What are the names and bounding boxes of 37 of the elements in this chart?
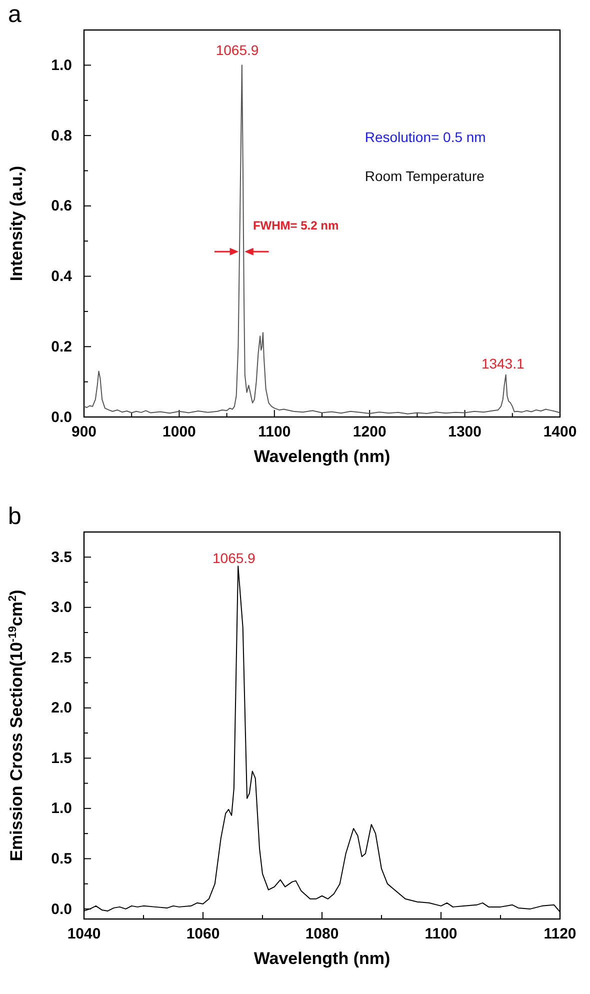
x-axis-title: Wavelength (nm) xyxy=(254,949,390,968)
y-tick-label: 0.8 xyxy=(51,127,72,144)
x-axis-title: Wavelength (nm) xyxy=(254,447,390,466)
x-tick-label: 1000 xyxy=(162,424,196,440)
annotation: FWHM= 5.2 nm xyxy=(252,218,339,232)
y-tick-label: 2.5 xyxy=(51,649,72,666)
y-tick-label: 2.0 xyxy=(51,700,72,717)
y-tick-label: 3.0 xyxy=(51,599,72,616)
x-tick-label: 1100 xyxy=(258,424,291,440)
y-tick-label: 1.5 xyxy=(51,750,72,767)
y-tick-label: 0.6 xyxy=(51,198,72,215)
x-tick-label: 1100 xyxy=(424,926,458,942)
annotation: 1065.9 xyxy=(212,550,256,566)
line-series xyxy=(84,64,560,414)
y-tick-label: 1.0 xyxy=(51,56,72,74)
y-tick-label: 1.0 xyxy=(51,800,72,818)
y-tick-label: 0.4 xyxy=(51,268,73,286)
chart-title: a xyxy=(8,1,22,28)
x-tick-label: 1060 xyxy=(186,926,220,942)
x-tick-label: 900 xyxy=(71,424,97,440)
y-axis-title: Intensity (a.u.) xyxy=(7,166,26,282)
y-tick-label: 0.0 xyxy=(51,900,72,918)
y-tick-label: 0.2 xyxy=(51,338,72,356)
chart-title: b xyxy=(8,503,22,530)
annotation: Room Temperature xyxy=(364,168,485,184)
y-tick-label: 3.5 xyxy=(51,548,72,566)
x-tick-label: 1400 xyxy=(543,424,577,440)
y-tick-label: 0.5 xyxy=(51,850,72,868)
annotation: Resolution= 0.5 nm xyxy=(364,129,486,146)
x-tick-label: 1080 xyxy=(305,926,339,942)
x-tick-label: 1040 xyxy=(67,926,101,942)
x-tick-label: 1120 xyxy=(544,926,576,942)
annotation: 1065.9 xyxy=(216,42,259,58)
y-tick-label: 0.0 xyxy=(51,408,72,426)
x-tick-label: 1200 xyxy=(352,424,386,440)
annotation: 1343.1 xyxy=(481,356,524,372)
x-tick-label: 1300 xyxy=(448,424,482,440)
